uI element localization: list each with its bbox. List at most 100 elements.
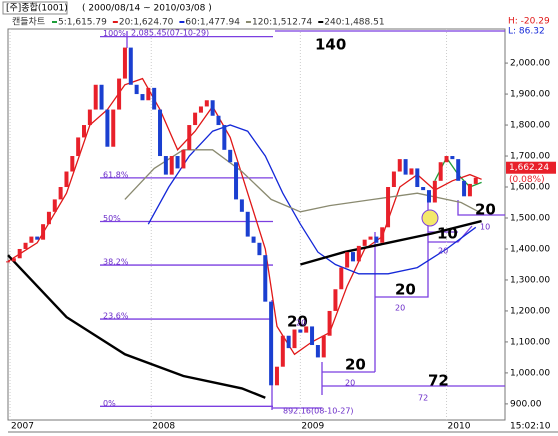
candle [345,252,350,268]
peak-label: 2,085.45(07-10-29) [131,29,209,38]
y-tick-label: 1,700.00 [510,152,550,162]
y-tick-label: 1,600.00 [510,183,550,193]
annotation: 20 [296,319,306,328]
candle [181,149,186,169]
candle [87,109,92,126]
candle [245,211,250,237]
annotation: 10 [437,225,458,243]
y-tick-label: 1,400.00 [510,244,550,254]
low-label: L: 86.32 [508,27,545,37]
candle [70,156,75,172]
fib-label: 38.2% [103,258,129,267]
candle [64,171,69,188]
candle [298,329,303,333]
candle [432,180,437,203]
annotation: 20 [287,313,308,331]
x-tick-label: 2009 [301,422,324,432]
candle [228,149,233,163]
candle [99,84,104,110]
candle [438,162,443,181]
annotation: 72 [428,372,449,390]
y-tick-label: 1,500.00 [510,213,550,223]
trough-label: 892.16(08-10-27) [283,407,354,416]
candle [415,168,420,188]
candle [333,289,338,311]
annotation: 20 [438,247,448,256]
candle [58,187,63,200]
last-price: 1,662.24 [509,163,549,173]
x-tick-label: 2008 [152,422,175,432]
candle [122,47,127,79]
y-tick-label: 1,300.00 [510,275,550,285]
candle [409,168,414,175]
legend-label: 60:1,477.94 [185,18,240,28]
annotation: 20 [345,356,366,374]
candle [327,310,332,336]
candle [35,236,40,240]
highlight-circle [421,209,439,227]
candle [292,329,297,349]
candle [251,236,256,243]
annotation: 20 [345,379,355,388]
candle [193,112,198,126]
candle [304,326,309,333]
candle [239,199,244,212]
annotation: 140 [315,36,346,54]
candle [152,87,157,110]
legend-label: 240:1,488.51 [324,18,384,28]
candle [426,190,431,203]
candle [444,156,449,163]
annotation: 20 [395,304,405,313]
candle [280,335,285,367]
high-label: H: -20.29 [508,17,550,27]
candle [321,335,326,358]
candle [158,109,163,157]
candle [421,187,426,191]
candle [6,261,10,263]
candle [198,106,203,113]
candle [52,199,57,212]
title: [주]종합(1001) [6,3,68,14]
count-line [428,225,473,243]
x-tick-label: 2007 [11,422,34,432]
candle [403,159,408,175]
y-tick-label: 1,000.00 [510,368,550,378]
legend-label: 5:1,615.79 [58,18,107,28]
candle [356,245,361,262]
clock: 15:02:10 [510,422,551,432]
count-line [457,200,505,216]
y-tick-label: 900.00 [510,399,542,409]
candle [386,187,391,228]
candle [41,224,46,240]
candle [222,125,227,150]
candle [46,211,51,225]
candle [257,242,262,256]
candle [456,159,461,181]
candle [82,125,87,138]
annotation: 20 [475,201,496,219]
fib-label: 100% [103,29,126,38]
candle [216,115,221,126]
candle [76,137,81,157]
plot-frame [7,28,506,421]
candle [187,125,192,150]
candle [117,78,122,110]
candle [368,236,373,240]
candle [175,156,180,169]
candle [391,171,396,188]
candle [11,258,16,262]
candle [29,236,34,243]
ma-line [7,219,482,399]
candle [134,84,139,95]
y-tick-label: 1,200.00 [510,306,550,316]
chart-label: 캔들차트 [12,16,45,28]
fib-label: 0% [103,399,116,408]
candle [362,239,367,246]
candle [210,100,215,116]
candle [105,109,110,147]
candle [23,242,28,249]
annotation: 72 [418,394,428,403]
candle [462,180,467,197]
